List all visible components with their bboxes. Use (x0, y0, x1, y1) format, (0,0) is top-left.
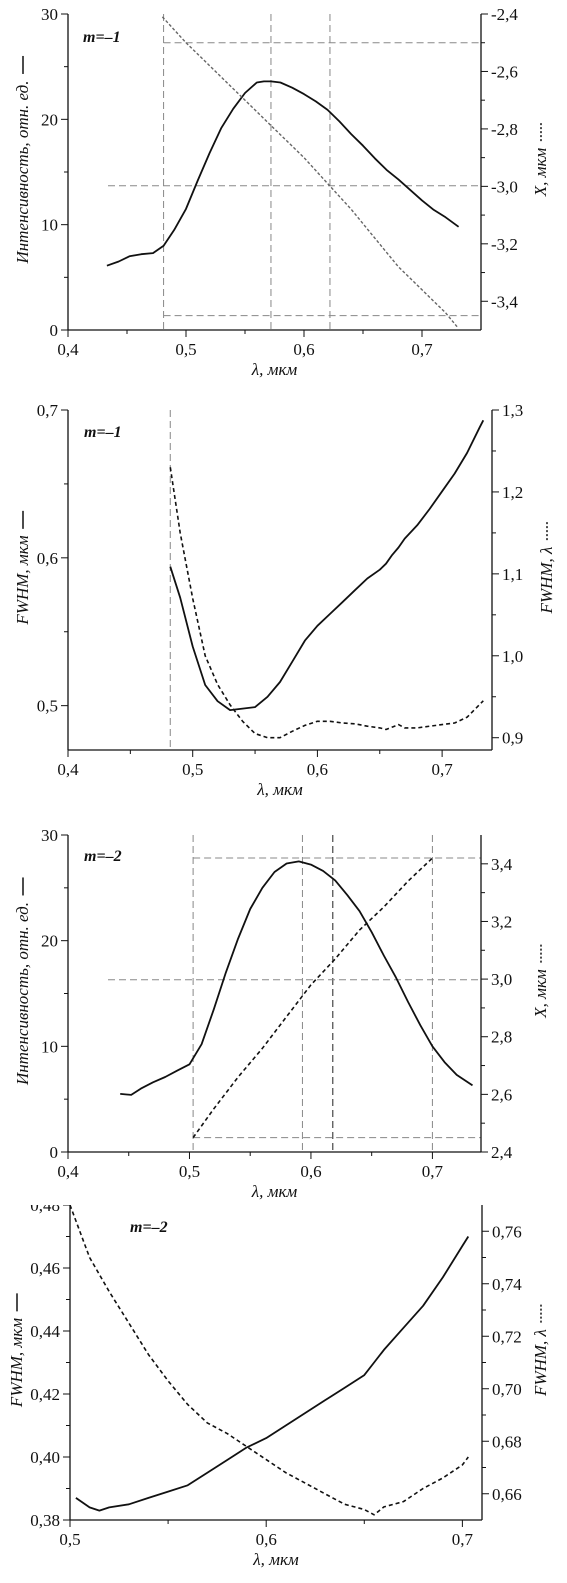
x-axis-label: λ, мкм (256, 780, 303, 799)
y2-tick-label: 3,0 (491, 970, 512, 989)
x-tick-label: 0,7 (431, 760, 453, 779)
y-tick-label: 30 (41, 5, 58, 24)
y-tick-label: 0 (50, 1143, 59, 1162)
order-annotation: m=–2 (130, 1219, 168, 1236)
y2-tick-label: 3,4 (491, 855, 513, 874)
y2-tick-label: 1,0 (502, 647, 523, 666)
y-tick-label: 10 (41, 216, 58, 235)
y-tick-label: 0,6 (37, 549, 58, 568)
y2-tick-label: -2,4 (491, 5, 518, 24)
y-tick-label: 20 (41, 110, 58, 129)
x-tick-label: 0,6 (307, 760, 328, 779)
x-tick-label: 0,7 (411, 340, 433, 359)
series-right-line (169, 467, 484, 739)
x-tick-label: 0,5 (179, 1162, 200, 1181)
y2-tick-label: 0,74 (492, 1275, 522, 1294)
x-axis-label: λ, мкм (251, 360, 298, 379)
order-annotation: m=–1 (84, 424, 122, 441)
series-left-line (120, 860, 473, 1096)
chart-intensity-m1: 0,4 0,5 0,6 0,7 0 10 20 30 -2,4 -2,6 -2,8 -3,0 -3,2 -… (13, 5, 550, 379)
y2-tick-label: 0,68 (492, 1432, 522, 1451)
y2-tick-label: 1,1 (502, 565, 523, 584)
y-tick-label: 0,40 (30, 1448, 60, 1467)
y2-axis-label: X, мкм (531, 969, 550, 1019)
x-tick-label: 0,5 (59, 1530, 80, 1549)
chart-intensity-m2: 0,4 0,5 0,6 0,7 0 10 20 30 2,4 2,6 2,8 3,0 3,2 3,4 m=–… (13, 826, 550, 1201)
x-tick-label: 0,4 (57, 340, 79, 359)
chart-fwhm-m2: 0,5 0,6 0,7 0,38 0,40 0,42 0,44 0,46 0,48 0,66 0,6… (7, 1205, 550, 1569)
x-tick-label: 0,5 (175, 340, 196, 359)
y2-tick-label: 2,6 (491, 1085, 512, 1104)
series-left-line (169, 419, 485, 712)
x-tick-label: 0,6 (293, 340, 314, 359)
y-tick-label: 30 (41, 826, 58, 845)
x-tick-label: 0,7 (452, 1530, 474, 1549)
series-right-line (192, 857, 433, 1139)
y-axis-label: FWHM, мкм (7, 1318, 26, 1408)
y-tick-label: 0,5 (37, 697, 58, 716)
y2-tick-label: 0,70 (492, 1380, 522, 1399)
y-tick-label: 0,38 (30, 1511, 60, 1530)
y2-tick-label: 0,72 (492, 1327, 522, 1346)
y2-tick-label: -3,2 (491, 235, 518, 254)
y-tick-label: 0,7 (37, 401, 59, 420)
y-tick-label: 10 (41, 1037, 58, 1056)
y-axis-label: Интенсивность, отн. ед. (13, 902, 32, 1086)
y-tick-label: 0,48 (30, 1205, 60, 1215)
y2-tick-label: -2,8 (491, 120, 518, 139)
y2-tick-label: 1,3 (502, 401, 523, 420)
chart-fwhm-m1: 0,4 0,5 0,6 0,7 0,5 0,6 0,7 0,9 1,0 1,1 1,2 1,3 m=–1… (13, 401, 556, 799)
series-left-line (106, 80, 460, 267)
y-tick-label: 0,44 (30, 1322, 60, 1341)
series-left-line (75, 1236, 470, 1512)
series-right-line (69, 1205, 469, 1516)
y2-tick-label: 3,2 (491, 912, 512, 931)
y2-axis-label: X, мкм (531, 148, 550, 198)
y2-axis-label: FWHM, λ (537, 547, 556, 615)
y-axis-label: Интенсивность, отн. ед. (13, 80, 32, 264)
x-axis-label: λ, мкм (252, 1550, 299, 1569)
x-tick-label: 0,4 (57, 760, 79, 779)
x-tick-label: 0,4 (57, 1162, 79, 1181)
x-tick-label: 0,7 (422, 1162, 444, 1181)
y2-tick-label: -3,4 (491, 292, 518, 311)
x-tick-label: 0,5 (182, 760, 203, 779)
x-tick-label: 0,6 (300, 1162, 321, 1181)
y-tick-label: 0 (50, 321, 59, 340)
y-tick-label: 0,46 (30, 1259, 60, 1278)
y-tick-label: 20 (41, 932, 58, 951)
order-annotation: m=–1 (83, 29, 121, 46)
y2-tick-label: 2,8 (491, 1028, 512, 1047)
order-annotation: m=–2 (84, 848, 122, 865)
x-tick-label: 0,6 (256, 1530, 277, 1549)
y2-tick-label: 1,2 (502, 483, 523, 502)
series-right-line (161, 16, 458, 328)
y2-tick-label: 0,76 (492, 1222, 522, 1241)
y2-tick-label: -2,6 (491, 62, 518, 81)
x-axis-label: λ, мкм (251, 1182, 298, 1201)
y2-tick-label: 0,66 (492, 1485, 522, 1504)
y2-tick-label: 2,4 (491, 1143, 513, 1162)
y2-tick-label: 0,9 (502, 729, 523, 748)
y2-tick-label: -3,0 (491, 177, 518, 196)
y2-axis-label: FWHM, λ (531, 1329, 550, 1397)
y-tick-label: 0,42 (30, 1385, 60, 1404)
y-axis-label: FWHM, мкм (13, 535, 32, 625)
